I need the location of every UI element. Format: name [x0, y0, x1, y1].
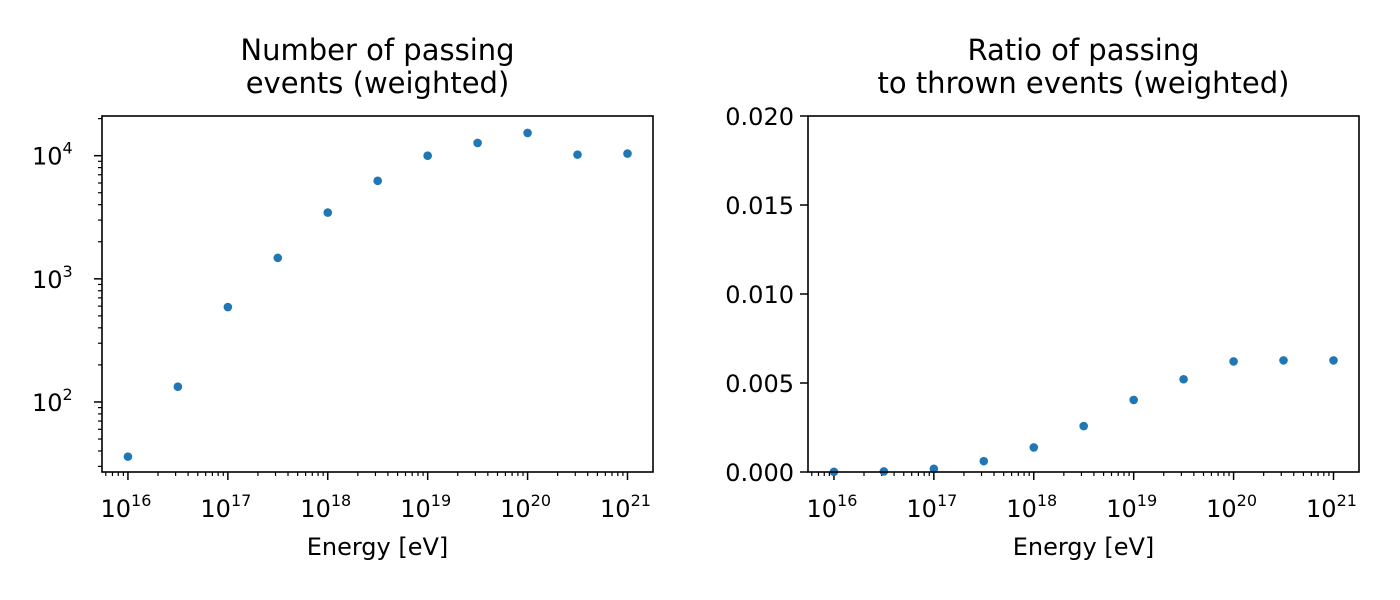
data-point: [573, 150, 582, 159]
y-tick-exponent: 2: [63, 385, 73, 404]
x-tick-label: 1018: [300, 491, 351, 523]
data-point: [423, 151, 432, 160]
y-tick-label: 0.015: [725, 192, 794, 220]
x-tick-base: 10: [906, 495, 937, 523]
data-point: [123, 452, 133, 461]
y-tick-base: 10: [32, 389, 63, 417]
x-tick-label: 1017: [906, 491, 957, 523]
chart-title-line: events (weighted): [246, 66, 510, 100]
y-tick-exponent: 3: [63, 262, 73, 281]
y-tick-label: 102: [32, 385, 73, 417]
x-tick-exponent: 21: [631, 491, 651, 510]
data-point: [1279, 356, 1288, 365]
x-tick-exponent: 18: [331, 491, 351, 510]
x-tick-base: 10: [1106, 495, 1137, 523]
x-tick-base: 10: [1206, 495, 1237, 523]
data-point: [273, 253, 283, 263]
x-tick-label: 1017: [200, 491, 251, 523]
y-tick-exponent: 4: [63, 139, 73, 158]
y-tick-label: 0.005: [725, 370, 794, 398]
x-tick-exponent: 20: [1237, 491, 1257, 510]
x-tick-label: 1021: [600, 491, 651, 523]
plot-frame: [101, 115, 654, 473]
x-tick-exponent: 21: [1337, 491, 1357, 510]
x-tick-base: 10: [1006, 495, 1037, 523]
data-point: [173, 382, 183, 392]
x-tick-exponent: 19: [1137, 491, 1157, 510]
x-tick-exponent: 20: [531, 491, 551, 510]
x-tick-label: 1016: [806, 491, 857, 523]
data-point: [473, 138, 482, 148]
chart-title-line: Number of passing: [240, 33, 514, 67]
x-axis-label: Energy [eV]: [1013, 533, 1155, 561]
x-tick-exponent: 18: [1037, 491, 1057, 510]
data-point: [1329, 356, 1338, 365]
data-point: [929, 464, 939, 474]
data-point: [1229, 357, 1238, 366]
y-tick-label: 0.020: [725, 103, 794, 131]
y-tick-base: 10: [32, 143, 63, 171]
x-tick-exponent: 16: [837, 491, 857, 510]
x-tick-base: 10: [600, 495, 631, 523]
x-tick-exponent: 17: [937, 491, 957, 510]
data-point: [1179, 374, 1188, 384]
x-tick-label: 1021: [1306, 491, 1357, 523]
data-point: [1029, 443, 1039, 452]
x-tick-label: 1020: [1206, 491, 1257, 523]
x-tick-exponent: 17: [231, 491, 251, 510]
x-tick-label: 1020: [500, 491, 551, 523]
x-tick-base: 10: [1306, 495, 1337, 523]
data-point: [1129, 395, 1138, 405]
x-tick-base: 10: [806, 495, 837, 523]
data-point: [623, 149, 632, 158]
data-point: [979, 456, 989, 466]
chart-title-line: Ratio of passing: [967, 33, 1199, 67]
data-point: [1079, 421, 1088, 431]
x-tick-exponent: 19: [431, 491, 451, 510]
x-tick-base: 10: [500, 495, 531, 523]
y-tick-label: 104: [32, 139, 73, 171]
data-point: [373, 176, 382, 186]
x-tick-label: 1019: [1106, 491, 1157, 523]
y-tick-label: 0.010: [725, 281, 794, 309]
y-tick-base: 10: [32, 266, 63, 294]
x-tick-base: 10: [200, 495, 231, 523]
x-tick-base: 10: [100, 495, 131, 523]
x-tick-label: 1019: [400, 491, 451, 523]
x-tick-exponent: 16: [131, 491, 151, 510]
y-tick-label: 0.000: [725, 459, 794, 487]
chart-title-line: to thrown events (weighted): [877, 66, 1289, 100]
data-point: [523, 128, 532, 138]
y-tick-label: 103: [32, 262, 73, 294]
plot-frame: [807, 115, 1360, 473]
data-point: [223, 302, 233, 312]
x-tick-label: 1016: [100, 491, 151, 523]
data-point: [323, 208, 333, 217]
x-tick-label: 1018: [1006, 491, 1057, 523]
x-axis-label: Energy [eV]: [307, 533, 449, 561]
x-tick-base: 10: [400, 495, 431, 523]
x-tick-base: 10: [300, 495, 331, 523]
